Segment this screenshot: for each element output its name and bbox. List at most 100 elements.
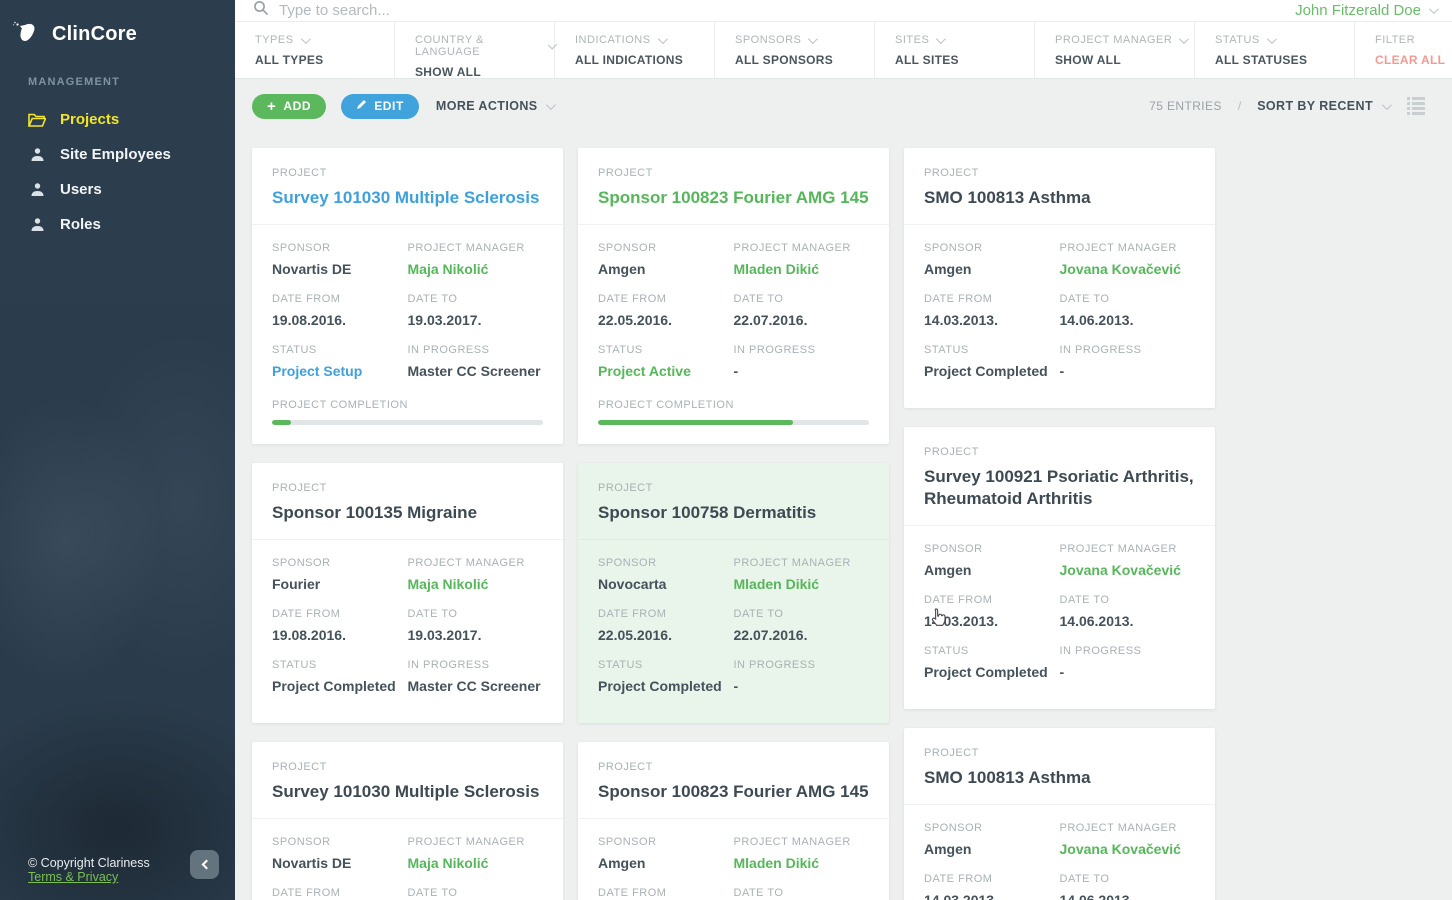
project-title: Survey 100921 Psoriatic Arthritis, Rheum… <box>924 467 1194 508</box>
date-to-label: DATE TO <box>1059 873 1110 885</box>
progress-bar <box>272 420 543 425</box>
filter-label: STATUS <box>1215 34 1260 46</box>
user-menu[interactable]: John Fitzerald Doe <box>1295 2 1439 19</box>
date-from-label: DATE FROM <box>598 887 667 899</box>
card-body: SPONSOR Fourier PROJECT MANAGER Maja Nik… <box>252 540 563 723</box>
date-to-field: DATE TO <box>408 887 544 900</box>
sponsor-label: SPONSOR <box>598 557 657 569</box>
filter-value: ALL STATUSES <box>1215 53 1308 67</box>
project-manager-label: PROJECT MANAGER <box>407 836 525 848</box>
in-progress-field: IN PROGRESS Master CC Screener <box>408 659 544 695</box>
project-manager-value[interactable]: Maja Nikolić <box>407 261 489 277</box>
project-card-grid: PROJECT Survey 101030 Multiple Sclerosis… <box>252 148 1425 900</box>
project-card[interactable]: PROJECT Sponsor 100823 Fourier AMG 145 S… <box>578 148 889 444</box>
sidebar-item-projects[interactable]: Projects <box>0 102 235 137</box>
date-from-field: DATE FROM 22.05.2016. <box>598 293 734 329</box>
plus-icon: + <box>267 97 277 115</box>
filter-bar: TYPES ALL TYPES COUNTRY & LANGUAGE SHOW … <box>235 22 1452 79</box>
project-manager-value[interactable]: Jovana Kovačević <box>1059 261 1181 277</box>
project-card[interactable]: PROJECT Sponsor 100135 Migraine SPONSOR … <box>252 463 563 723</box>
date-from-value: 14.03.2013. <box>924 892 998 900</box>
date-to-field: DATE TO <box>734 887 870 900</box>
card-header: PROJECT Survey 100921 Psoriatic Arthriti… <box>904 427 1215 526</box>
in-progress-field: IN PROGRESS - <box>734 659 870 695</box>
project-completion-section: PROJECT COMPLETION <box>598 399 869 431</box>
project-manager-value[interactable]: Jovana Kovačević <box>1059 841 1181 857</box>
date-from-value: 19.08.2016. <box>272 627 346 643</box>
more-actions-button[interactable]: MORE ACTIONS <box>436 99 557 113</box>
terms-privacy-link[interactable]: Terms & Privacy <box>28 870 119 884</box>
date-from-value: 19.08.2016. <box>272 312 346 328</box>
project-label: PROJECT <box>272 761 327 773</box>
project-manager-value[interactable]: Maja Nikolić <box>407 855 489 871</box>
project-manager-field: PROJECT MANAGER Jovana Kovačević <box>1060 242 1196 278</box>
sidebar-nav: Projects Site Employees <box>0 102 235 242</box>
project-card[interactable]: PROJECT Sponsor 100823 Fourier AMG 145 S… <box>578 742 889 900</box>
project-manager-value[interactable]: Jovana Kovačević <box>1059 562 1181 578</box>
filter-indications[interactable]: INDICATIONS ALL INDICATIONS <box>555 22 715 78</box>
project-manager-value[interactable]: Mladen Dikić <box>733 855 820 871</box>
date-to-label: DATE TO <box>407 608 458 620</box>
status-value: Project Active <box>598 363 691 379</box>
sponsor-field: SPONSOR Fourier <box>272 557 408 593</box>
edit-button[interactable]: EDIT <box>341 93 419 119</box>
project-manager-label: PROJECT MANAGER <box>1059 543 1177 555</box>
filter-sponsors[interactable]: SPONSORS ALL SPONSORS <box>715 22 875 78</box>
filter-sites[interactable]: SITES ALL SITES <box>875 22 1035 78</box>
sidebar-item-users[interactable]: Users <box>0 172 235 207</box>
sponsor-value: Novartis DE <box>272 261 352 277</box>
project-card[interactable]: PROJECT SMO 100813 Asthma SPONSOR Amgen … <box>904 728 1215 900</box>
chevron-down-icon <box>546 99 557 110</box>
project-label: PROJECT <box>272 167 327 179</box>
date-from-field: DATE FROM 14.03.2013. <box>924 873 1060 900</box>
in-progress-value: - <box>1059 664 1065 680</box>
filter-project-manager[interactable]: PROJECT MANAGER SHOW ALL <box>1035 22 1195 78</box>
project-title: Sponsor 100135 Migraine <box>272 503 478 522</box>
chevron-down-icon <box>1428 4 1439 15</box>
project-label: PROJECT <box>598 482 653 494</box>
project-manager-value[interactable]: Mladen Dikić <box>733 576 820 592</box>
main-area: John Fitzerald Doe TYPES ALL TYPES COUNT… <box>235 0 1452 900</box>
sidebar-item-site-employees[interactable]: Site Employees <box>0 137 235 172</box>
sponsor-field: SPONSOR Amgen <box>598 242 734 278</box>
project-card[interactable]: PROJECT Survey 101030 Multiple Sclerosis… <box>252 742 563 900</box>
project-title: Survey 101030 Multiple Sclerosis <box>272 188 540 207</box>
status-label: STATUS <box>924 645 969 657</box>
date-to-value: 14.06.2013. <box>1059 613 1134 629</box>
card-header: PROJECT Survey 101030 Multiple Sclerosis <box>252 742 563 819</box>
project-card[interactable]: PROJECT Sponsor 100758 Dermatitis SPONSO… <box>578 463 889 723</box>
card-body: SPONSOR Novocarta PROJECT MANAGER Mladen… <box>578 540 889 723</box>
clear-all-button[interactable]: CLEAR ALL <box>1375 53 1446 67</box>
filter-status[interactable]: STATUS ALL STATUSES <box>1195 22 1355 78</box>
project-title: Sponsor 100823 Fourier AMG 145 <box>598 188 869 207</box>
logo: ClinCore <box>0 0 235 52</box>
date-to-label: DATE TO <box>733 887 784 899</box>
sort-dropdown[interactable]: SORT BY RECENT <box>1257 99 1392 113</box>
search-input[interactable] <box>279 2 699 19</box>
sidebar-collapse-button[interactable] <box>190 850 219 879</box>
filter-types[interactable]: TYPES ALL TYPES <box>235 22 395 78</box>
toolbar: + ADD EDIT MORE ACTIONS 75 ENTR <box>252 93 1425 119</box>
project-title: Sponsor 100823 Fourier AMG 145 <box>598 782 869 801</box>
date-from-label: DATE FROM <box>272 608 341 620</box>
date-from-label: DATE FROM <box>598 293 667 305</box>
chevron-down-icon <box>808 33 819 44</box>
project-manager-value[interactable]: Maja Nikolić <box>407 576 489 592</box>
project-manager-value[interactable]: Mladen Dikić <box>733 261 820 277</box>
project-completion-label: PROJECT COMPLETION <box>598 399 734 411</box>
project-manager-field: PROJECT MANAGER Mladen Dikić <box>734 242 870 278</box>
person-icon <box>28 147 46 162</box>
project-card[interactable]: PROJECT SMO 100813 Asthma SPONSOR Amgen … <box>904 148 1215 408</box>
sponsor-field: SPONSOR Amgen <box>924 822 1060 858</box>
project-card[interactable]: PROJECT Survey 100921 Psoriatic Arthriti… <box>904 427 1215 709</box>
project-card[interactable]: PROJECT Survey 101030 Multiple Sclerosis… <box>252 148 563 444</box>
list-view-icon[interactable] <box>1407 97 1425 115</box>
card-header: PROJECT Sponsor 100135 Migraine <box>252 463 563 540</box>
sidebar-item-label: Users <box>60 181 102 198</box>
sponsor-label: SPONSOR <box>272 557 331 569</box>
filter-country-language[interactable]: COUNTRY & LANGUAGE SHOW ALL <box>395 22 557 79</box>
edit-button-label: EDIT <box>374 99 404 113</box>
add-button-label: ADD <box>283 99 312 113</box>
add-button[interactable]: + ADD <box>252 93 327 119</box>
sidebar-item-roles[interactable]: Roles <box>0 207 235 242</box>
